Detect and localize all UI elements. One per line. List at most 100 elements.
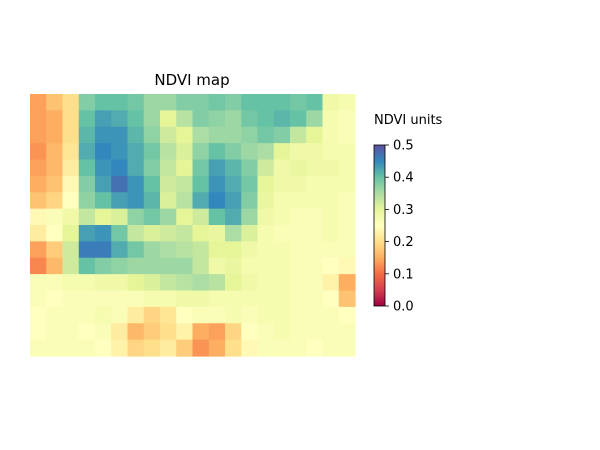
heatmap-cell — [127, 192, 145, 210]
heatmap-cell — [176, 274, 194, 292]
heatmap-cell — [160, 290, 177, 308]
heatmap-cell — [95, 290, 112, 308]
heatmap-cell — [78, 257, 96, 275]
heatmap-cell — [290, 339, 307, 357]
heatmap-cell — [322, 159, 340, 177]
heatmap-cell — [241, 241, 259, 259]
heatmap-cell — [273, 225, 291, 242]
heatmap-cell — [176, 306, 194, 324]
heatmap-cell — [160, 192, 177, 210]
heatmap-cell — [160, 241, 177, 259]
heatmap-cell — [127, 241, 145, 259]
heatmap-cell — [273, 306, 291, 324]
heatmap-cell — [306, 225, 324, 242]
heatmap-cell — [273, 143, 291, 161]
heatmap-cell — [273, 290, 291, 308]
heatmap-cell — [208, 274, 226, 292]
heatmap-cell — [62, 290, 80, 308]
heatmap-cell — [257, 192, 275, 210]
heatmap-cell — [78, 241, 96, 259]
heatmap-cell — [143, 208, 161, 226]
heatmap-cell — [143, 225, 161, 242]
heatmap-cell — [338, 257, 356, 275]
heatmap-cell — [306, 143, 324, 161]
heatmap-cell — [95, 241, 112, 259]
heatmap-cell — [30, 208, 47, 226]
heatmap-cell — [176, 159, 194, 177]
heatmap-cell — [46, 175, 64, 193]
heatmap-cell — [192, 94, 210, 111]
heatmap-cell — [46, 192, 64, 210]
heatmap-cell — [127, 290, 145, 308]
heatmap-cell — [306, 290, 324, 308]
heatmap-cell — [257, 208, 275, 226]
heatmap-cell — [290, 225, 307, 242]
heatmap-cell — [46, 257, 64, 275]
heatmap-cell — [208, 94, 226, 111]
heatmap-cell — [306, 192, 324, 210]
heatmap-cell — [192, 159, 210, 177]
heatmap-cell — [30, 94, 47, 111]
heatmap-cell — [143, 306, 161, 324]
heatmap-cell — [225, 126, 242, 144]
heatmap-cell — [62, 225, 80, 242]
heatmap-cell — [95, 143, 112, 161]
heatmap-cell — [95, 274, 112, 292]
heatmap-cell — [306, 94, 324, 111]
heatmap-cell — [176, 241, 194, 259]
heatmap-cell — [46, 241, 64, 259]
heatmap-cell — [290, 208, 307, 226]
heatmap-cell — [322, 274, 340, 292]
heatmap-cell — [322, 110, 340, 128]
heatmap-cell — [273, 126, 291, 144]
heatmap-cell — [192, 339, 210, 357]
heatmap-cell — [273, 241, 291, 259]
heatmap-cell — [208, 339, 226, 357]
heatmap-cell — [306, 175, 324, 193]
heatmap-cell — [78, 306, 96, 324]
heatmap-cell — [208, 323, 226, 341]
heatmap-cell — [322, 241, 340, 259]
heatmap-cell — [62, 110, 80, 128]
heatmap-cell — [127, 274, 145, 292]
heatmap-cell — [30, 290, 47, 308]
heatmap-cell — [30, 339, 47, 357]
heatmap-cell — [62, 323, 80, 341]
heatmap-cell — [290, 290, 307, 308]
heatmap-cell — [143, 192, 161, 210]
heatmap-cell — [322, 290, 340, 308]
heatmap-cell — [290, 323, 307, 341]
heatmap-cell — [241, 110, 259, 128]
heatmap-cell — [290, 306, 307, 324]
heatmap-cell — [176, 94, 194, 111]
heatmap-cell — [95, 306, 112, 324]
heatmap-cell — [62, 192, 80, 210]
heatmap-cell — [176, 290, 194, 308]
heatmap-cell — [62, 274, 80, 292]
heatmap-cell — [143, 126, 161, 144]
heatmap-cell — [241, 94, 259, 111]
heatmap-cell — [127, 110, 145, 128]
heatmap-cell — [338, 274, 356, 292]
heatmap-cell — [78, 175, 96, 193]
heatmap-cell — [127, 175, 145, 193]
heatmap-cell — [208, 126, 226, 144]
heatmap-cell — [143, 257, 161, 275]
heatmap-cell — [273, 339, 291, 357]
heatmap-cell — [241, 192, 259, 210]
heatmap-cell — [143, 159, 161, 177]
heatmap-cell — [192, 126, 210, 144]
heatmap-cell — [208, 143, 226, 161]
heatmap-cell — [111, 241, 129, 259]
heatmap-cell — [192, 323, 210, 341]
heatmap-cell — [62, 241, 80, 259]
heatmap-cell — [225, 339, 242, 357]
heatmap-cell — [143, 143, 161, 161]
heatmap-cell — [46, 225, 64, 242]
heatmap-cell — [30, 126, 47, 144]
heatmap-cell — [78, 323, 96, 341]
heatmap-cell — [306, 126, 324, 144]
heatmap-cell — [111, 274, 129, 292]
heatmap-cell — [273, 192, 291, 210]
heatmap-cell — [176, 143, 194, 161]
